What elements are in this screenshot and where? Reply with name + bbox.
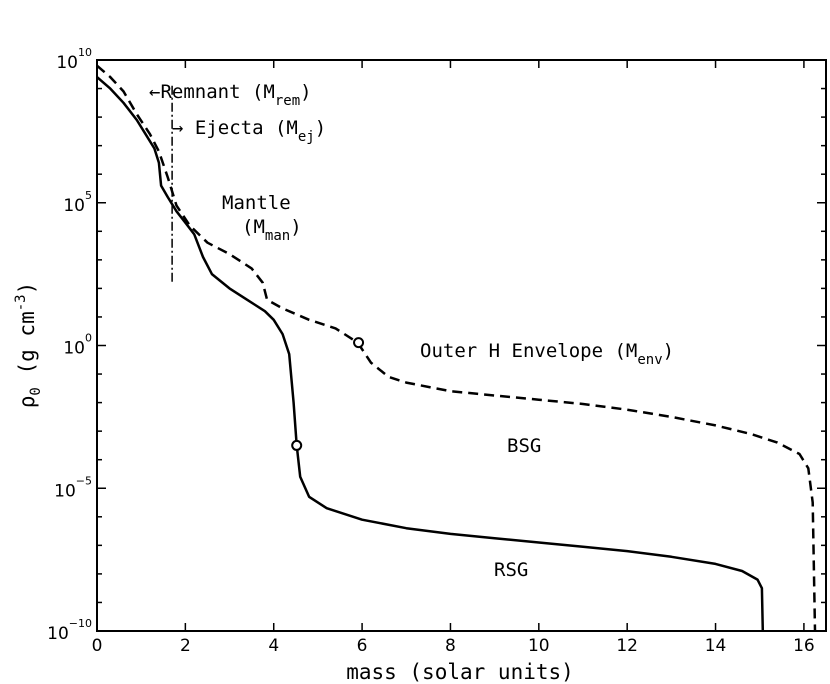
y-tick-label: 100 bbox=[63, 332, 92, 359]
x-tick-label: 8 bbox=[445, 636, 456, 656]
annotation-ejecta: → Ejecta (Mej) bbox=[172, 117, 326, 145]
annotation-bsg: BSG bbox=[507, 435, 541, 457]
x-tick-label: 10 bbox=[528, 636, 550, 656]
series-layer bbox=[96, 64, 817, 632]
x-tick-labels: 0 2 4 6 8 10 12 14 16 bbox=[92, 636, 815, 656]
x-tick-label: 12 bbox=[616, 636, 638, 656]
series-rsg-line bbox=[96, 76, 765, 632]
x-axis-label: mass (solar units) bbox=[346, 660, 574, 684]
x-tick-label: 2 bbox=[180, 636, 191, 656]
x-tick-label: 6 bbox=[357, 636, 368, 656]
marker-point bbox=[353, 337, 365, 349]
x-tick-label: 4 bbox=[268, 636, 279, 656]
annotation-rsg: RSG bbox=[494, 559, 528, 581]
annotation-mantle: Mantle bbox=[222, 192, 291, 214]
x-tick-label: 0 bbox=[92, 636, 103, 656]
annotation-envelope: Outer H Envelope (Menv) bbox=[420, 340, 674, 368]
series-bsg-line bbox=[96, 64, 817, 632]
y-tick-label: 10−5 bbox=[54, 474, 92, 501]
annotation-mantle-mass: (Mman) bbox=[242, 216, 302, 244]
y-tick-label: 1010 bbox=[56, 46, 92, 73]
x-tick-label: 16 bbox=[793, 636, 815, 656]
y-tick-labels: 1010 105 100 10−5 10−10 bbox=[47, 46, 92, 644]
annotation-remnant: ←Remnant (Mrem) bbox=[149, 81, 312, 109]
x-tick-label: 14 bbox=[705, 636, 727, 656]
marker-point bbox=[291, 439, 303, 451]
marker-layer bbox=[291, 337, 365, 451]
y-tick-label: 10−10 bbox=[47, 617, 92, 644]
y-tick-label: 105 bbox=[63, 189, 92, 216]
tick-marks bbox=[96, 59, 826, 632]
y-axis-label: ρ0 (g cm-3) bbox=[13, 282, 44, 408]
